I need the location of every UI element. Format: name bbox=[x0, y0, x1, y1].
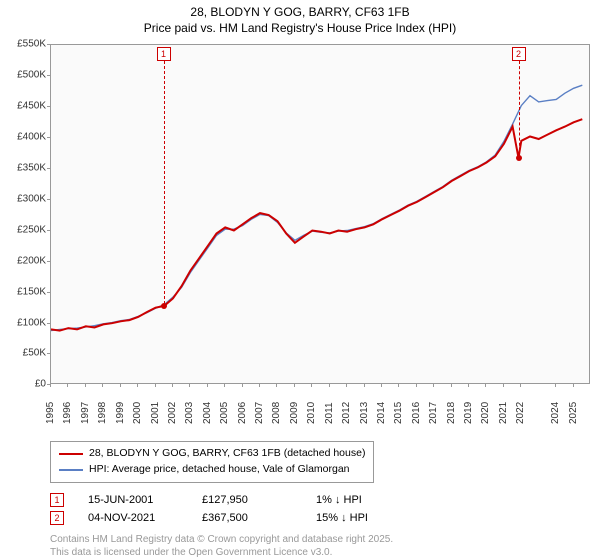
y-axis-label: £350K bbox=[4, 163, 46, 174]
title-subtitle: Price paid vs. HM Land Registry's House … bbox=[4, 20, 596, 36]
y-axis-label: £250K bbox=[4, 224, 46, 235]
x-axis-label: 2007 bbox=[254, 392, 265, 424]
x-axis-label: 1997 bbox=[80, 392, 91, 424]
x-axis-label: 2016 bbox=[411, 392, 422, 424]
y-axis-label: £400K bbox=[4, 132, 46, 143]
x-axis-label: 2009 bbox=[289, 392, 300, 424]
y-axis-label: £300K bbox=[4, 193, 46, 204]
sale-price: £127,950 bbox=[202, 494, 292, 506]
x-axis-label: 2008 bbox=[271, 392, 282, 424]
y-axis-label: £450K bbox=[4, 101, 46, 112]
x-axis-label: 2010 bbox=[306, 392, 317, 424]
sales-table: 1 15-JUN-2001 £127,950 1% ↓ HPI 2 04-NOV-2021… bbox=[50, 493, 596, 525]
series-price_paid bbox=[51, 120, 582, 331]
sale-row: 2 04-NOV-2021 £367,500 15% ↓ HPI bbox=[50, 511, 596, 525]
sale-marker: 2 bbox=[50, 511, 64, 525]
sale-marker: 1 bbox=[50, 493, 64, 507]
x-axis-label: 2014 bbox=[376, 392, 387, 424]
x-axis-label: 2000 bbox=[132, 392, 143, 424]
x-axis-label: 2001 bbox=[150, 392, 161, 424]
x-axis-label: 1999 bbox=[115, 392, 126, 424]
y-axis-label: £500K bbox=[4, 70, 46, 81]
x-axis-label: 2013 bbox=[359, 392, 370, 424]
sale-date: 15-JUN-2001 bbox=[88, 494, 178, 506]
x-axis-label: 2024 bbox=[550, 392, 561, 424]
title-address: 28, BLODYN Y GOG, BARRY, CF63 1FB bbox=[4, 4, 596, 20]
legend-item: 28, BLODYN Y GOG, BARRY, CF63 1FB (detac… bbox=[59, 446, 365, 462]
footer: Contains HM Land Registry data © Crown c… bbox=[50, 533, 596, 559]
y-axis-label: £550K bbox=[4, 39, 46, 50]
x-axis-label: 2017 bbox=[428, 392, 439, 424]
x-axis-label: 2018 bbox=[446, 392, 457, 424]
sale-row: 1 15-JUN-2001 £127,950 1% ↓ HPI bbox=[50, 493, 596, 507]
x-axis-label: 2015 bbox=[393, 392, 404, 424]
x-axis-label: 1998 bbox=[97, 392, 108, 424]
y-axis-label: £0 bbox=[4, 379, 46, 390]
x-axis-label: 1996 bbox=[62, 392, 73, 424]
x-axis-label: 2003 bbox=[184, 392, 195, 424]
x-axis-label: 2019 bbox=[463, 392, 474, 424]
footer-line1: Contains HM Land Registry data © Crown c… bbox=[50, 533, 596, 546]
sale-delta: 1% ↓ HPI bbox=[316, 494, 406, 506]
x-axis-label: 2021 bbox=[498, 392, 509, 424]
x-axis-label: 2004 bbox=[202, 392, 213, 424]
sale-price: £367,500 bbox=[202, 512, 292, 524]
x-axis-label: 2006 bbox=[237, 392, 248, 424]
plot-region: 12 bbox=[50, 44, 590, 384]
y-axis-label: £100K bbox=[4, 317, 46, 328]
chart-area: 12 £0£50K£100K£150K£200K£250K£300K£350K£… bbox=[4, 40, 596, 435]
y-axis-label: £150K bbox=[4, 286, 46, 297]
y-axis-label: £50K bbox=[4, 348, 46, 359]
x-axis-label: 2011 bbox=[324, 392, 335, 424]
x-axis-label: 2020 bbox=[480, 392, 491, 424]
series-hpi bbox=[51, 86, 582, 331]
x-axis-label: 2002 bbox=[167, 392, 178, 424]
marker-box-2: 2 bbox=[512, 47, 526, 61]
x-axis-label: 2022 bbox=[515, 392, 526, 424]
sale-date: 04-NOV-2021 bbox=[88, 512, 178, 524]
y-axis-label: £200K bbox=[4, 255, 46, 266]
legend: 28, BLODYN Y GOG, BARRY, CF63 1FB (detac… bbox=[50, 441, 374, 483]
legend-item: HPI: Average price, detached house, Vale… bbox=[59, 462, 365, 478]
footer-line2: This data is licensed under the Open Gov… bbox=[50, 546, 596, 559]
x-axis-label: 2005 bbox=[219, 392, 230, 424]
marker-box-1: 1 bbox=[157, 47, 171, 61]
x-axis-label: 2012 bbox=[341, 392, 352, 424]
x-axis-label: 1995 bbox=[45, 392, 56, 424]
chart-lines bbox=[51, 45, 591, 385]
sale-delta: 15% ↓ HPI bbox=[316, 512, 406, 524]
chart-title: 28, BLODYN Y GOG, BARRY, CF63 1FB Price … bbox=[4, 4, 596, 36]
x-axis-label: 2025 bbox=[568, 392, 579, 424]
